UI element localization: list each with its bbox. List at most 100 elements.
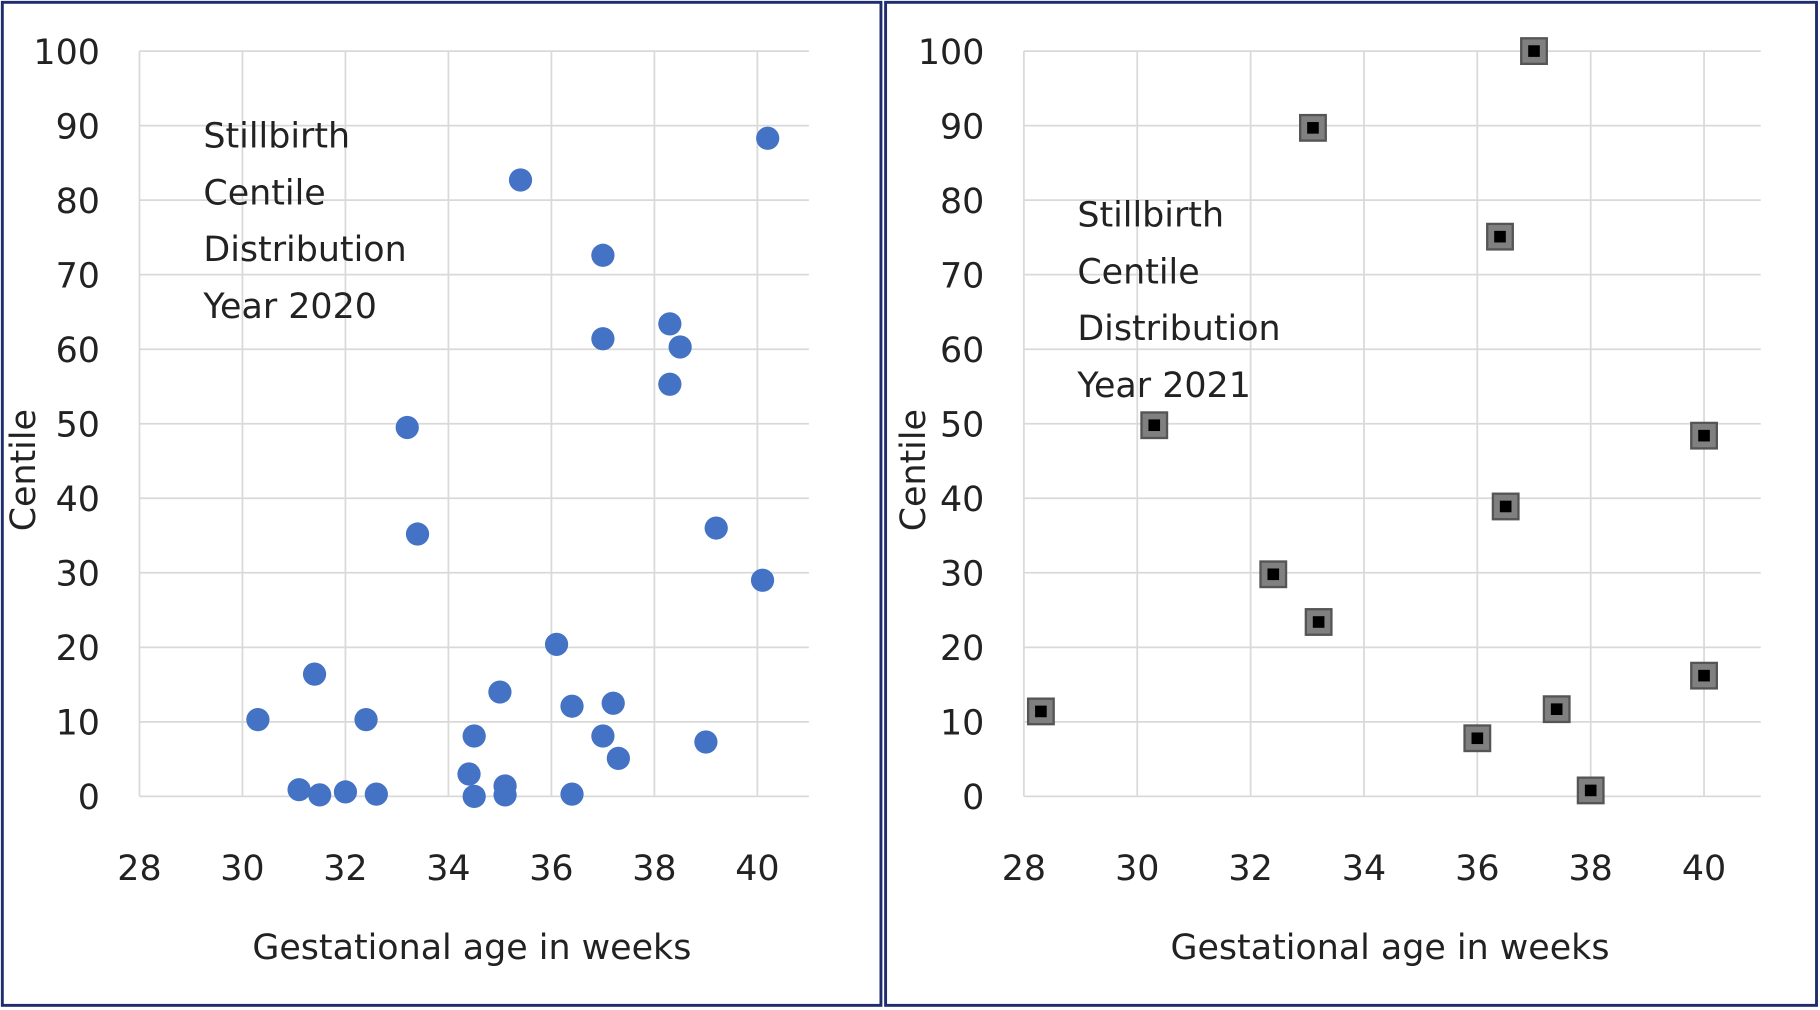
point xyxy=(1542,695,1571,724)
point xyxy=(750,568,775,592)
x-tick-label: 36 xyxy=(529,849,573,889)
annotation: Centile xyxy=(1077,252,1199,292)
point xyxy=(591,327,615,351)
point-inner xyxy=(1471,732,1484,745)
point-inner xyxy=(1528,45,1540,57)
y-tick-label: 0 xyxy=(962,778,984,818)
point xyxy=(302,662,327,686)
y-tick-label: 20 xyxy=(940,629,984,669)
x-tick-label: 38 xyxy=(1569,849,1613,889)
point-inner xyxy=(1312,616,1325,628)
point xyxy=(658,312,682,336)
y-tick-label: 40 xyxy=(56,480,100,520)
y-tick-label: 0 xyxy=(78,778,100,818)
point xyxy=(1140,411,1169,440)
annotation: Distribution xyxy=(1077,309,1280,349)
y-tick-label: 80 xyxy=(940,182,984,222)
point-inner xyxy=(1584,784,1597,797)
point-inner xyxy=(1698,669,1710,682)
point xyxy=(560,782,584,806)
point xyxy=(606,746,630,770)
y-tick-label: 60 xyxy=(940,331,984,371)
y-tick-label: 60 xyxy=(56,331,100,371)
annotation: Year 2020 xyxy=(202,287,377,327)
y-tick-label: 30 xyxy=(56,555,100,595)
point xyxy=(1491,492,1520,521)
x-axis-title: Gestational age in weeks xyxy=(252,928,691,968)
point xyxy=(488,680,512,704)
point-outer xyxy=(1576,776,1605,805)
y-tick-label: 50 xyxy=(56,406,100,446)
y-tick-label: 20 xyxy=(56,629,100,669)
point-outer xyxy=(1690,421,1718,450)
x-tick-label: 36 xyxy=(1455,849,1499,889)
point xyxy=(658,372,682,396)
x-tick-label: 40 xyxy=(735,849,779,889)
point xyxy=(694,730,718,754)
point-inner xyxy=(1494,230,1506,243)
point xyxy=(462,724,486,748)
point xyxy=(354,708,378,732)
point xyxy=(1299,113,1327,142)
x-tick-label: 30 xyxy=(1115,849,1159,889)
point xyxy=(1520,37,1548,66)
x-tick-label: 34 xyxy=(1342,849,1386,889)
point-inner xyxy=(1035,705,1047,718)
point-inner xyxy=(1698,429,1710,442)
point-inner xyxy=(1550,703,1563,715)
point xyxy=(591,724,615,748)
point xyxy=(591,243,615,267)
point xyxy=(601,691,625,715)
y-tick-label: 40 xyxy=(940,480,984,520)
annotation: Stillbirth xyxy=(1077,195,1224,235)
point xyxy=(560,694,584,718)
y-tick-label: 90 xyxy=(940,107,984,147)
point xyxy=(395,415,419,440)
point xyxy=(308,783,332,807)
point xyxy=(668,335,692,359)
point xyxy=(457,762,481,786)
y-tick-label: 50 xyxy=(940,406,984,446)
point xyxy=(1304,608,1333,636)
x-tick-label: 40 xyxy=(1682,849,1726,889)
point xyxy=(1486,222,1514,251)
x-tick-label: 38 xyxy=(632,849,676,889)
point xyxy=(287,778,311,802)
annotation: Distribution xyxy=(203,230,406,270)
annotation: Stillbirth xyxy=(203,116,350,156)
y-tick-label: 30 xyxy=(940,555,984,595)
y-axis-title: Centile xyxy=(4,409,44,531)
point-outer xyxy=(1690,661,1718,690)
annotation: Year 2021 xyxy=(1076,366,1251,406)
point xyxy=(405,522,430,546)
point xyxy=(246,708,270,732)
point-inner xyxy=(1499,500,1512,513)
x-tick-label: 28 xyxy=(117,849,161,889)
point-outer xyxy=(1486,222,1514,251)
x-tick-label: 32 xyxy=(1228,849,1272,889)
y-tick-label: 70 xyxy=(56,256,100,296)
panel-frame xyxy=(0,0,883,1007)
x-tick-label: 34 xyxy=(426,849,470,889)
y-tick-label: 80 xyxy=(56,182,100,222)
point xyxy=(1026,697,1055,726)
y-tick-label: 10 xyxy=(56,704,100,744)
x-axis-title: Gestational age in weeks xyxy=(1170,928,1609,968)
point xyxy=(333,780,358,804)
point xyxy=(1259,560,1288,589)
point-inner xyxy=(1148,419,1161,432)
y-tick-label: 100 xyxy=(33,33,100,73)
point-inner xyxy=(1267,568,1280,581)
y-tick-label: 90 xyxy=(56,107,100,147)
point xyxy=(756,126,780,150)
point xyxy=(1690,661,1718,690)
point xyxy=(508,168,533,192)
x-tick-label: 28 xyxy=(1002,849,1046,889)
point xyxy=(493,783,517,807)
point xyxy=(704,516,728,540)
annotation: Centile xyxy=(203,173,325,213)
panel-frame xyxy=(884,0,1818,1007)
point-inner xyxy=(1307,122,1319,134)
